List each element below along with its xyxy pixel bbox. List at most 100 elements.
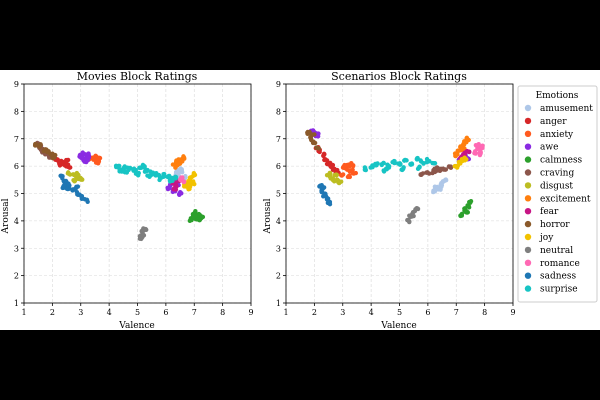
- scenarios-xtick-label: 8: [482, 308, 487, 317]
- movies-point-surprise: [148, 169, 153, 174]
- scenarios-point-surprise: [421, 160, 426, 166]
- scenarios-ytick-label: 7: [276, 135, 281, 144]
- movies-point-sadness: [73, 185, 79, 191]
- scenarios-title: Scenarios Block Ratings: [331, 70, 467, 83]
- legend-title: Emotions: [536, 91, 579, 101]
- scenarios-point-anger: [330, 167, 336, 172]
- scenarios-point-surprise: [381, 169, 387, 174]
- legend-label-sadness: sadness: [540, 272, 576, 282]
- legend-marker-disgust: [524, 182, 532, 189]
- movies-xtick-label: 3: [78, 308, 83, 317]
- scenarios-point-anger: [322, 157, 327, 163]
- legend-label-anxiety: anxiety: [540, 130, 574, 140]
- scenarios-point-surprise: [424, 159, 429, 165]
- legend-marker-neutral: [524, 246, 532, 254]
- movies-point-sadness: [61, 183, 67, 188]
- scenarios-point-amusement: [443, 177, 448, 183]
- legend: Emotions amusement anger anxiety awe calmnes…: [517, 85, 598, 303]
- scenarios-point-sadness: [321, 185, 326, 190]
- movies-series-surprise: [113, 162, 179, 184]
- movies-xtick-label: 8: [220, 308, 225, 317]
- movies-point-calmness: [200, 214, 206, 220]
- legend-label-anger: anger: [540, 117, 567, 127]
- movies-point-joy: [191, 173, 196, 178]
- scenarios-series-amusement: [431, 177, 449, 195]
- legend-label-horror: horror: [540, 220, 570, 230]
- scenarios-series-excitement: [452, 135, 471, 159]
- scenarios-xtick-label: 6: [425, 308, 430, 317]
- scenarios-series-awe: [308, 128, 472, 164]
- movies-point-sadness: [84, 197, 90, 202]
- scenarios-point-sadness: [327, 201, 333, 207]
- scenarios-point-romance: [475, 143, 481, 148]
- movies-point-anger: [64, 157, 69, 163]
- scenarios-series-surprise: [362, 155, 438, 174]
- scenarios-series-disgust: [324, 170, 344, 186]
- movies-xtick-label: 4: [107, 308, 112, 317]
- scenarios-point-surprise: [414, 156, 420, 162]
- legend-marker-fear: [524, 208, 532, 215]
- scenarios-xlabel: Valence: [380, 321, 416, 330]
- scenarios-point-calmness: [464, 210, 470, 215]
- scenarios-point-disgust: [338, 179, 344, 184]
- movies-xtick-label: 9: [248, 308, 253, 317]
- scenarios-ytick-label: 1: [276, 299, 281, 308]
- legend-marker-surprise: [524, 285, 532, 292]
- scenarios-xtick-label: 2: [312, 308, 317, 317]
- scenarios-point-surprise: [391, 158, 397, 164]
- scenarios-xtick-label: 4: [369, 308, 374, 317]
- legend-marker-amusement: [524, 104, 532, 112]
- movies-point-surprise: [142, 164, 147, 169]
- movies-xtick-label: 2: [50, 308, 55, 317]
- movies-point-horror: [52, 155, 57, 160]
- movies-point-disgust: [66, 171, 72, 177]
- scenarios-point-romance: [480, 143, 485, 148]
- movies-series-sadness: [58, 173, 90, 204]
- scenarios-point-craving: [442, 167, 448, 172]
- movies-point-surprise: [147, 173, 153, 179]
- movies-ytick-label: 5: [14, 190, 19, 199]
- scenarios-point-disgust: [328, 171, 333, 176]
- scenarios-point-surprise: [386, 164, 392, 169]
- scenarios-point-surprise: [417, 165, 422, 170]
- scenarios-point-disgust: [331, 177, 336, 182]
- movies-point-surprise: [131, 166, 137, 171]
- movies-series-joy: [181, 170, 198, 192]
- movies-point-horror: [37, 144, 43, 150]
- movies-xtick-label: 1: [21, 308, 26, 317]
- scenarios-point-joy: [454, 165, 460, 170]
- movies-ytick-label: 1: [14, 299, 19, 308]
- movies-point-neutral: [143, 226, 148, 232]
- movies-point-amusement: [173, 169, 179, 175]
- movies-series-romance: [177, 175, 187, 185]
- movies-point-disgust: [79, 177, 84, 182]
- legend-marker-horror: [524, 220, 532, 228]
- movies-point-surprise: [114, 164, 119, 170]
- movies-title: Movies Block Ratings: [77, 70, 198, 83]
- scenarios-series-calmness: [458, 199, 474, 219]
- scenarios-ytick-label: 3: [276, 244, 281, 253]
- figure-svg: Movies Block Ratings Valence Arousal 1 2 3…: [1, 70, 598, 331]
- movies-point-sadness: [79, 193, 85, 199]
- legend-marker-craving: [524, 169, 532, 176]
- scenarios-point-anxiety: [342, 162, 347, 168]
- legend-label-craving: craving: [540, 169, 574, 179]
- scenarios-point-craving: [432, 166, 437, 171]
- scenarios-point-anxiety: [350, 170, 355, 175]
- legend-marker-excitement: [524, 195, 532, 202]
- scenarios-series-joy: [452, 155, 469, 170]
- movies-xtick-label: 7: [192, 308, 197, 317]
- movies-point-romance: [181, 179, 187, 184]
- scenarios-series-horror: [305, 129, 322, 151]
- scenarios-point-excitement: [453, 153, 458, 159]
- movies-point-joy: [192, 181, 197, 187]
- movies-series-anxiety: [86, 153, 103, 166]
- scenarios-point-surprise: [373, 161, 378, 167]
- movies-point-calmness: [197, 218, 202, 223]
- legend-label-neutral: neutral: [540, 246, 573, 256]
- movies-point-awe: [179, 191, 184, 196]
- scenarios-point-calmness: [468, 199, 474, 204]
- legend-label-surprise: surprise: [540, 285, 578, 295]
- movies-point-romance: [179, 175, 184, 180]
- movies-point-sadness: [74, 189, 80, 195]
